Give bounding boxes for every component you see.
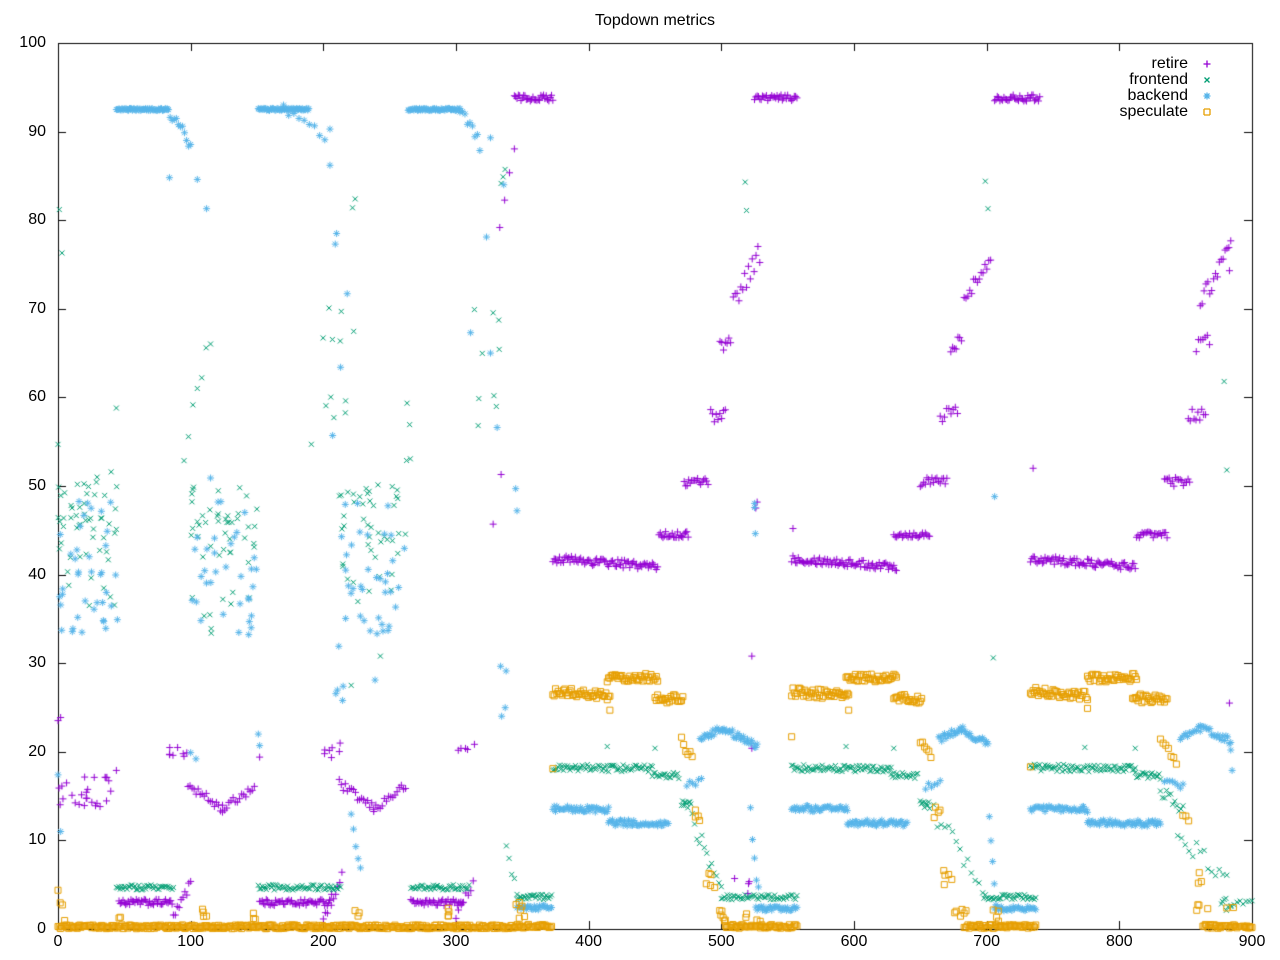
- y-tick-label: 80: [28, 211, 46, 229]
- x-tick-label: 200: [309, 933, 337, 950]
- legend-label-retire: retire: [1151, 55, 1188, 72]
- y-tick-label: 70: [28, 299, 46, 317]
- legend-label-backend: backend: [1127, 87, 1189, 104]
- y-tick-label: 90: [28, 122, 46, 140]
- x-tick-label: 300: [442, 933, 470, 950]
- y-tick-label: 30: [28, 654, 46, 672]
- y-tick-label: 50: [28, 477, 46, 494]
- legend-item-retire: retire: [0, 56, 1216, 72]
- x-tick-label: 500: [707, 933, 735, 950]
- speculate-square-marker-icon: [1203, 108, 1211, 116]
- x-tick-label: 900: [1238, 933, 1266, 950]
- legend-label-frontend: frontend: [1129, 71, 1188, 88]
- legend-item-backend: backend: [0, 88, 1216, 104]
- y-tick-label: 10: [28, 831, 46, 849]
- legend-label-speculate: speculate: [1119, 103, 1189, 120]
- y-tick-label: 0: [37, 920, 46, 937]
- legend-item-speculate: speculate: [0, 104, 1216, 120]
- x-tick-label: 100: [177, 933, 204, 950]
- frontend-cross-marker-icon: [1204, 77, 1210, 83]
- legend-item-frontend: frontend: [0, 72, 1216, 88]
- x-tick-label: 700: [973, 933, 1000, 950]
- x-tick-label: 800: [1105, 933, 1133, 950]
- x-tick-label: 600: [840, 933, 868, 950]
- y-tick-label: 40: [28, 565, 46, 583]
- legend: retire frontend backend speculate: [0, 56, 1216, 120]
- backend-asterisk-marker-icon: [1203, 92, 1211, 100]
- retire-plus-marker-icon: [1203, 60, 1211, 68]
- y-tick-label: 100: [19, 34, 46, 51]
- chart-title: Topdown metrics: [594, 12, 716, 29]
- x-tick-label: 400: [575, 933, 602, 950]
- y-tick-label: 20: [28, 742, 46, 760]
- y-tick-label: 60: [28, 388, 46, 406]
- x-tick-label: 0: [53, 933, 63, 950]
